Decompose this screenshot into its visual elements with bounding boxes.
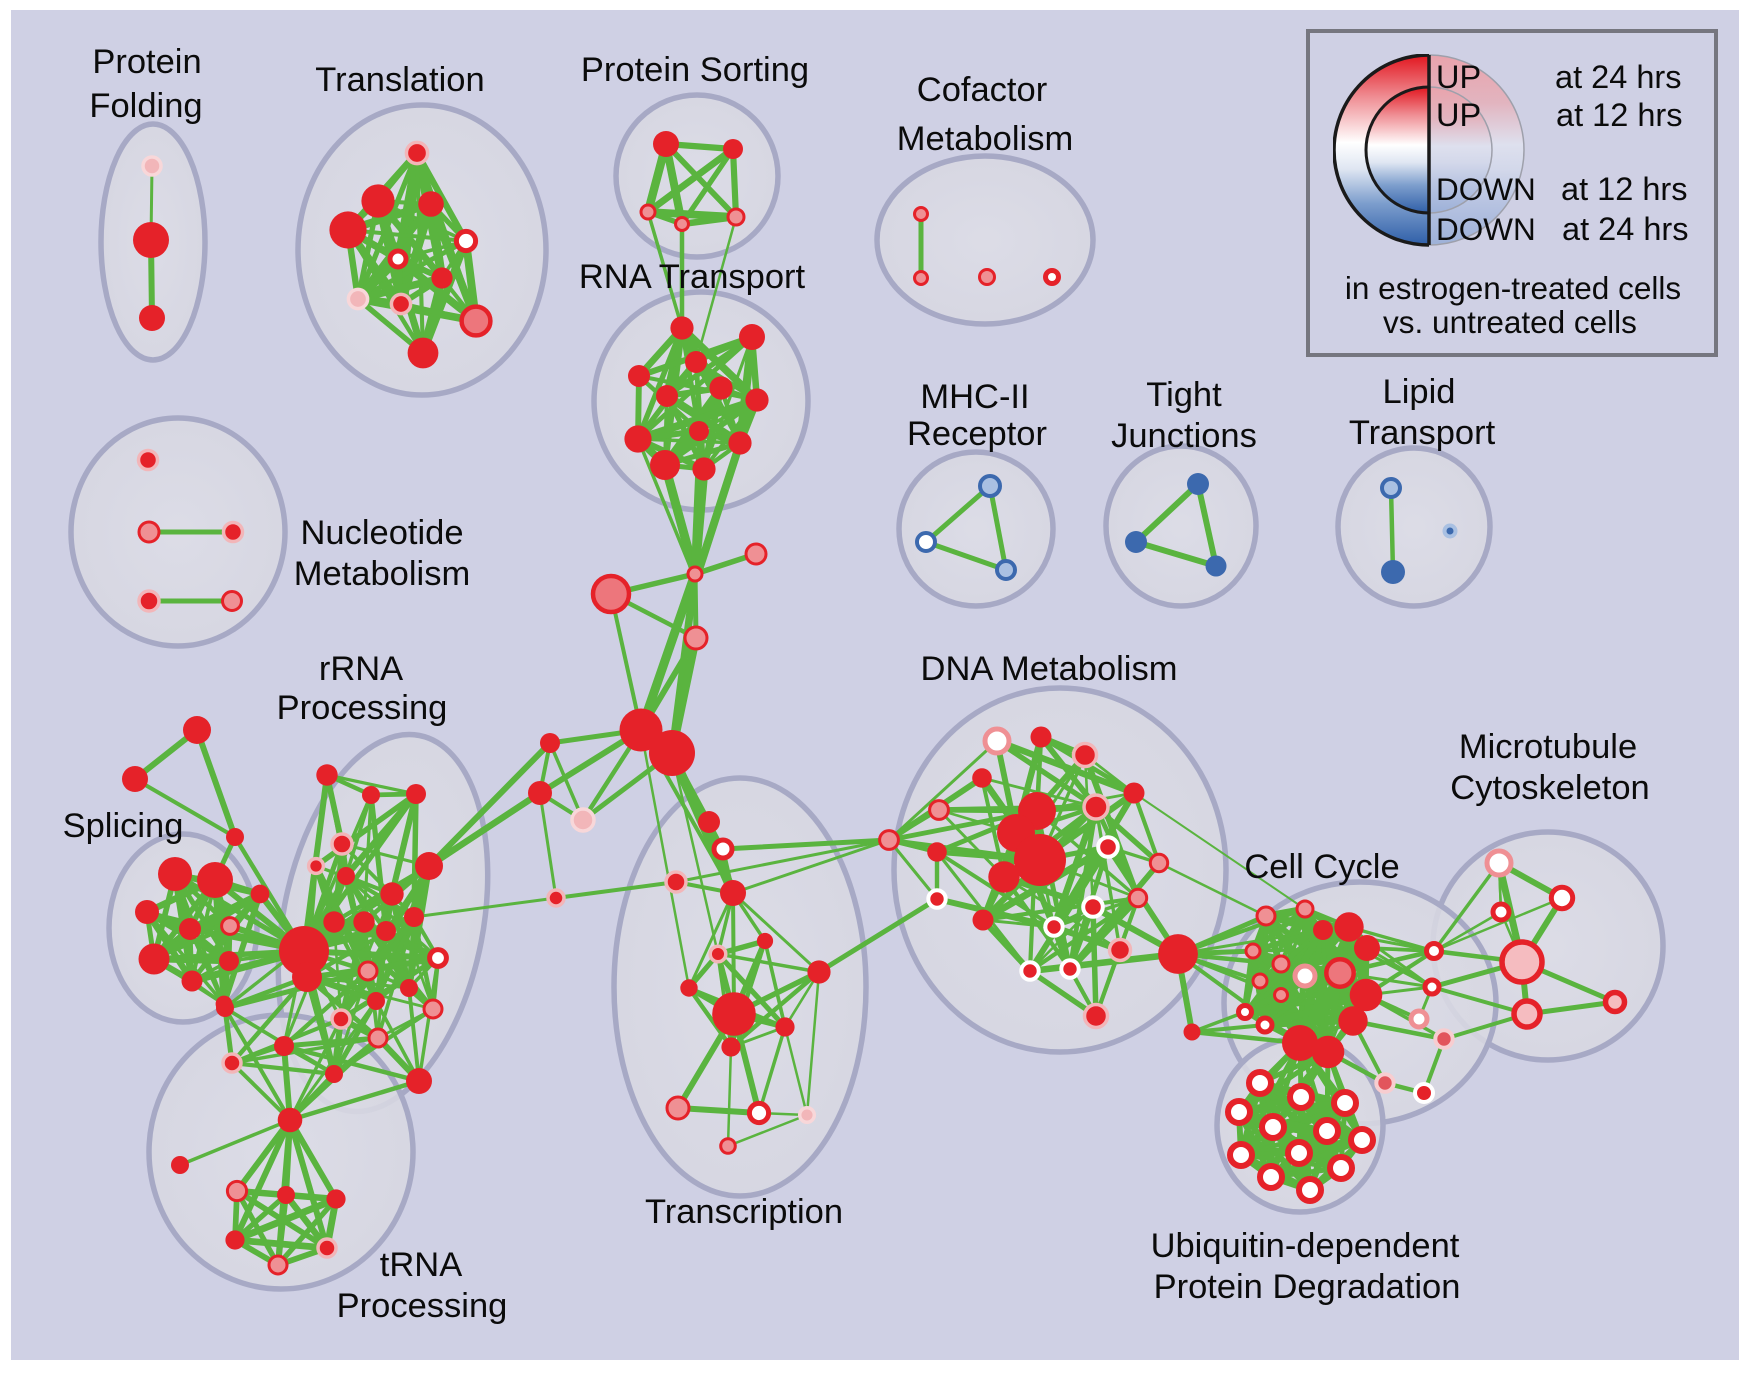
- svg-text:UP: UP: [1436, 59, 1481, 95]
- svg-text:Protein Sorting: Protein Sorting: [581, 51, 809, 89]
- svg-text:Cofactor: Cofactor: [917, 71, 1047, 109]
- svg-text:Junctions: Junctions: [1111, 417, 1257, 455]
- svg-text:Nucleotide: Nucleotide: [300, 514, 463, 552]
- svg-text:in estrogen-treated cells: in estrogen-treated cells: [1345, 270, 1681, 306]
- svg-text:DNA Metabolism: DNA Metabolism: [921, 650, 1178, 688]
- svg-text:RNA Transport: RNA Transport: [579, 258, 806, 296]
- svg-text:Tight: Tight: [1146, 376, 1222, 414]
- svg-text:UP: UP: [1436, 97, 1481, 133]
- svg-text:Cytoskeleton: Cytoskeleton: [1450, 769, 1649, 807]
- svg-text:Metabolism: Metabolism: [294, 555, 470, 593]
- svg-text:Lipid: Lipid: [1383, 373, 1456, 411]
- svg-text:at 24 hrs: at 24 hrs: [1562, 211, 1688, 247]
- svg-text:vs. untreated cells: vs. untreated cells: [1383, 304, 1637, 340]
- svg-text:Protein Degradation: Protein Degradation: [1154, 1268, 1461, 1306]
- svg-text:MHC-II: MHC-II: [920, 378, 1029, 416]
- svg-text:Cell Cycle: Cell Cycle: [1244, 848, 1399, 886]
- svg-text:Transcription: Transcription: [645, 1193, 843, 1231]
- svg-text:DOWN: DOWN: [1436, 211, 1536, 247]
- svg-text:at 12 hrs: at 12 hrs: [1561, 171, 1687, 207]
- svg-text:Receptor: Receptor: [907, 415, 1047, 453]
- svg-text:Folding: Folding: [89, 87, 202, 125]
- svg-text:Processing: Processing: [337, 1287, 508, 1325]
- svg-text:Transport: Transport: [1349, 414, 1496, 452]
- svg-text:tRNA: tRNA: [380, 1246, 462, 1284]
- svg-text:Translation: Translation: [315, 61, 484, 99]
- svg-text:Metabolism: Metabolism: [897, 120, 1073, 158]
- svg-text:Processing: Processing: [277, 689, 448, 727]
- svg-text:DOWN: DOWN: [1436, 171, 1536, 207]
- svg-text:at 24 hrs: at 24 hrs: [1555, 59, 1681, 95]
- svg-text:Splicing: Splicing: [63, 807, 184, 845]
- svg-text:Microtubule: Microtubule: [1459, 728, 1637, 766]
- svg-text:Protein: Protein: [92, 43, 201, 81]
- svg-text:rRNA: rRNA: [319, 650, 403, 688]
- svg-text:at 12 hrs: at 12 hrs: [1556, 97, 1682, 133]
- svg-text:Ubiquitin-dependent: Ubiquitin-dependent: [1151, 1227, 1460, 1265]
